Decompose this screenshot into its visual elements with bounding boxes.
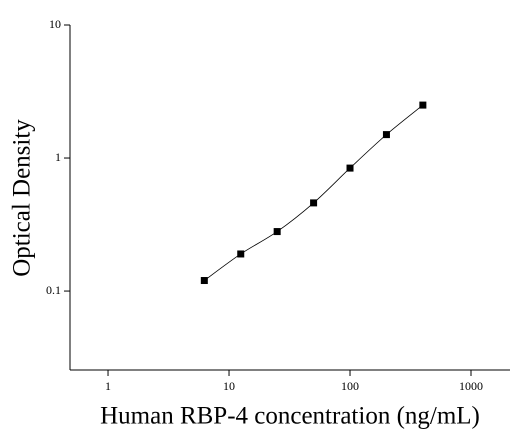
data-point (419, 101, 427, 109)
x-tick-label: 100 (341, 379, 359, 393)
y-tick-label: 10 (49, 17, 61, 31)
y-axis-label: Optical Density (9, 119, 36, 277)
x-tick-label: 1 (105, 379, 111, 393)
data-point (310, 199, 318, 207)
data-point (237, 250, 245, 258)
data-point (200, 277, 208, 285)
data-point (382, 131, 390, 139)
fit-curve (204, 104, 424, 281)
x-tick-label: 10 (223, 379, 235, 393)
x-axis-label: Human RBP-4 concentration (ng/mL) (100, 403, 480, 430)
x-tick-label: 1000 (459, 379, 483, 393)
data-point (273, 228, 281, 236)
data-point (346, 164, 354, 172)
y-tick-label: 0.1 (46, 283, 61, 297)
y-tick-label: 1 (55, 150, 61, 164)
